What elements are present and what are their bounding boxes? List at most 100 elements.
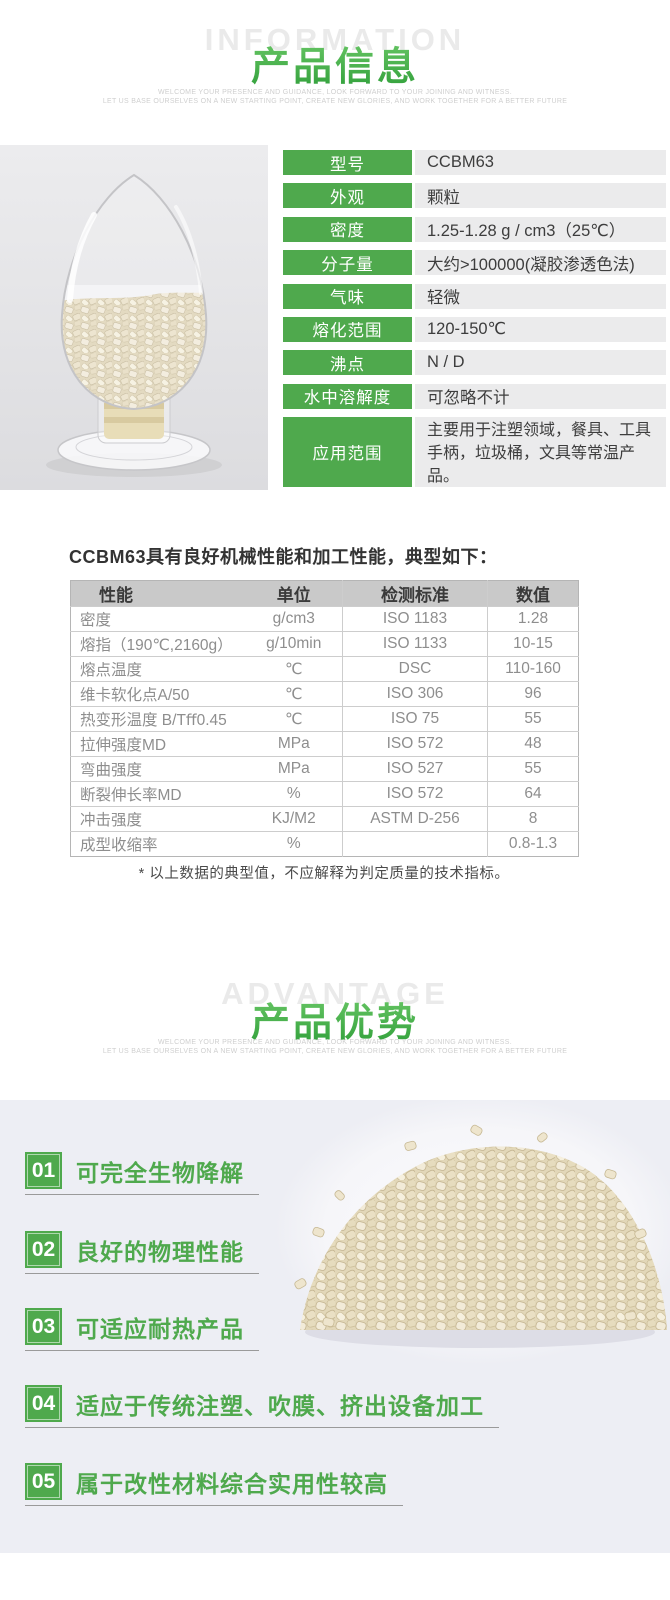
info-row-value: CCBM63 bbox=[415, 150, 666, 175]
spec-cell: 55 bbox=[487, 706, 579, 732]
info-row-label: 外观 bbox=[283, 183, 412, 209]
advantage-text: 可完全生物降解 bbox=[76, 1159, 244, 1186]
advantage-item: 01 可完全生物降解 bbox=[25, 1152, 259, 1195]
info-row: 密度 1.25-1.28 g / cm3（25℃） bbox=[283, 216, 666, 242]
spec-cell: ASTM D-256 bbox=[342, 806, 488, 832]
info-row-value: 主要用于注塑领域，餐具、工具手柄，垃圾桶，文具等常温产品。 bbox=[415, 417, 666, 488]
info-caption-line1: WELCOME YOUR PRESENCE AND GUIDANCE, LOOK… bbox=[158, 89, 512, 96]
advantage-section-title: 产品优势 bbox=[0, 992, 670, 1048]
spec-row: 断裂伸长率MD % ISO 572 64 bbox=[70, 781, 579, 807]
info-row-label: 密度 bbox=[283, 216, 412, 242]
info-caption: WELCOME YOUR PRESENCE AND GUIDANCE, LOOK… bbox=[0, 88, 670, 106]
info-row: 沸点 N / D bbox=[283, 350, 666, 376]
info-row-label: 型号 bbox=[283, 150, 412, 175]
advantage-number: 02 bbox=[25, 1231, 62, 1268]
spec-cell bbox=[342, 831, 488, 857]
spec-row: 冲击强度 KJ/M2 ASTM D-256 8 bbox=[70, 806, 579, 832]
info-section-title: 产品信息 bbox=[0, 36, 670, 92]
info-row: 分子量 大约>100000(凝胶渗透色法) bbox=[283, 250, 666, 276]
spec-col-header: 检测标准 bbox=[342, 580, 488, 607]
info-row: 熔化范围 120-150℃ bbox=[283, 316, 666, 342]
spec-cell: 48 bbox=[487, 731, 579, 757]
info-row-value: 可忽略不计 bbox=[415, 383, 666, 409]
advantage-number: 04 bbox=[25, 1385, 62, 1422]
info-row-label: 沸点 bbox=[283, 350, 412, 376]
pellets-pile-photo bbox=[275, 1100, 670, 1365]
info-row-value: 120-150℃ bbox=[415, 316, 666, 342]
spec-cell: 弯曲强度 bbox=[70, 756, 246, 782]
advantage-caption-line2: LET US BASE OURSELVES ON A NEW STARTING … bbox=[102, 1048, 568, 1055]
spec-cell: ℃ bbox=[245, 706, 343, 732]
advantage-item: 05 属于改性材料综合实用性较高 bbox=[25, 1463, 403, 1506]
advantage-item: 03 可适应耐热产品 bbox=[25, 1308, 259, 1351]
info-row-label: 气味 bbox=[283, 283, 412, 309]
spec-cell: ISO 572 bbox=[342, 781, 488, 807]
spec-cell: MPa bbox=[245, 731, 343, 757]
info-row-value: 1.25-1.28 g / cm3（25℃） bbox=[415, 216, 666, 242]
spec-row: 密度 g/cm3 ISO 1183 1.28 bbox=[70, 606, 579, 632]
advantage-caption-line1: WELCOME YOUR PRESENCE AND GUIDANCE, LOOK… bbox=[158, 1039, 512, 1046]
spec-row: 维卡软化点A/50 ℃ ISO 306 96 bbox=[70, 681, 579, 707]
advantage-section: 01 可完全生物降解 02 良好的物理性能 03 可适应耐热产品 04 适应于传… bbox=[0, 1100, 670, 1553]
info-row-value: 轻微 bbox=[415, 283, 666, 309]
spec-cell: 8 bbox=[487, 806, 579, 832]
spec-cell: 熔点温度 bbox=[70, 656, 246, 682]
spec-row: 熔点温度 ℃ DSC 110-160 bbox=[70, 656, 579, 682]
spec-cell: 密度 bbox=[70, 606, 246, 632]
advantage-text: 属于改性材料综合实用性较高 bbox=[76, 1470, 388, 1497]
advantage-text: 良好的物理性能 bbox=[76, 1238, 244, 1265]
advantage-item: 02 良好的物理性能 bbox=[25, 1231, 259, 1274]
product-info-table: 型号 CCBM63 外观 颗粒 密度 1.25-1.28 g / cm3（25℃… bbox=[283, 150, 666, 488]
spec-col-header: 单位 bbox=[245, 580, 343, 607]
spec-cell: ISO 1183 bbox=[342, 606, 488, 632]
spec-row: 拉伸强度MD MPa ISO 572 48 bbox=[70, 731, 579, 757]
advantage-text: 可适应耐热产品 bbox=[76, 1315, 244, 1342]
spec-cell: 110-160 bbox=[487, 656, 579, 682]
spec-note: * 以上数据的典型值，不应解释为判定质量的技术指标。 bbox=[138, 866, 510, 882]
spec-table: 性能 单位 检测标准 数值 密度 g/cm3 ISO 1183 1.28 熔指（… bbox=[70, 580, 579, 857]
advantage-caption: WELCOME YOUR PRESENCE AND GUIDANCE, LOOK… bbox=[0, 1038, 670, 1056]
spec-cell: 维卡软化点A/50 bbox=[70, 681, 246, 707]
spec-cell: 成型收缩率 bbox=[70, 831, 246, 857]
spec-row: 热变形温度 B/Tﬀ0.45 ℃ ISO 75 55 bbox=[70, 706, 579, 732]
spec-cell: 0.8-1.3 bbox=[487, 831, 579, 857]
info-row: 外观 颗粒 bbox=[283, 183, 666, 209]
advantage-number: 05 bbox=[25, 1463, 62, 1500]
spec-cell: KJ/M2 bbox=[245, 806, 343, 832]
spec-cell: 55 bbox=[487, 756, 579, 782]
spec-heading: CCBM63具有良好机械性能和加工性能，典型如下： bbox=[69, 547, 498, 567]
info-row: 气味 轻微 bbox=[283, 283, 666, 309]
spec-cell: 冲击强度 bbox=[70, 806, 246, 832]
spec-cell: 64 bbox=[487, 781, 579, 807]
info-watermark-text: INFORMATION bbox=[0, 22, 670, 58]
spec-cell: 熔指（190℃,2160g） bbox=[70, 631, 246, 657]
info-row: 水中溶解度 可忽略不计 bbox=[283, 383, 666, 409]
advantage-item: 04 适应于传统注塑、吹膜、挤出设备加工 bbox=[25, 1385, 499, 1428]
spec-row: 熔指（190℃,2160g） g/10min ISO 1133 10-15 bbox=[70, 631, 579, 657]
spec-cell: 热变形温度 B/Tﬀ0.45 bbox=[70, 706, 246, 732]
spec-col-header: 数值 bbox=[487, 580, 579, 607]
spec-cell: 拉伸强度MD bbox=[70, 731, 246, 757]
spec-cell: ISO 306 bbox=[342, 681, 488, 707]
spec-cell: 1.28 bbox=[487, 606, 579, 632]
advantage-watermark-text: ADVANTAGE bbox=[0, 976, 670, 1012]
spec-cell: g/cm3 bbox=[245, 606, 343, 632]
info-caption-line2: LET US BASE OURSELVES ON A NEW STARTING … bbox=[102, 98, 568, 105]
spec-cell: % bbox=[245, 781, 343, 807]
info-row-label: 应用范围 bbox=[283, 417, 412, 488]
spec-cell: 断裂伸长率MD bbox=[70, 781, 246, 807]
spec-cell: 96 bbox=[487, 681, 579, 707]
spec-cell: ℃ bbox=[245, 681, 343, 707]
info-row-label: 熔化范围 bbox=[283, 316, 412, 342]
info-row-label: 水中溶解度 bbox=[283, 383, 412, 409]
info-row-value: 大约>100000(凝胶渗透色法) bbox=[415, 250, 666, 276]
spec-row: 成型收缩率 % 0.8-1.3 bbox=[70, 831, 579, 857]
spec-row: 弯曲强度 MPa ISO 527 55 bbox=[70, 756, 579, 782]
info-row: 应用范围 主要用于注塑领域，餐具、工具手柄，垃圾桶，文具等常温产品。 bbox=[283, 417, 666, 488]
info-row: 型号 CCBM63 bbox=[283, 150, 666, 175]
spec-cell: ISO 527 bbox=[342, 756, 488, 782]
spec-cell: ISO 1133 bbox=[342, 631, 488, 657]
advantage-number: 01 bbox=[25, 1152, 62, 1189]
info-row-value: N / D bbox=[415, 350, 666, 376]
